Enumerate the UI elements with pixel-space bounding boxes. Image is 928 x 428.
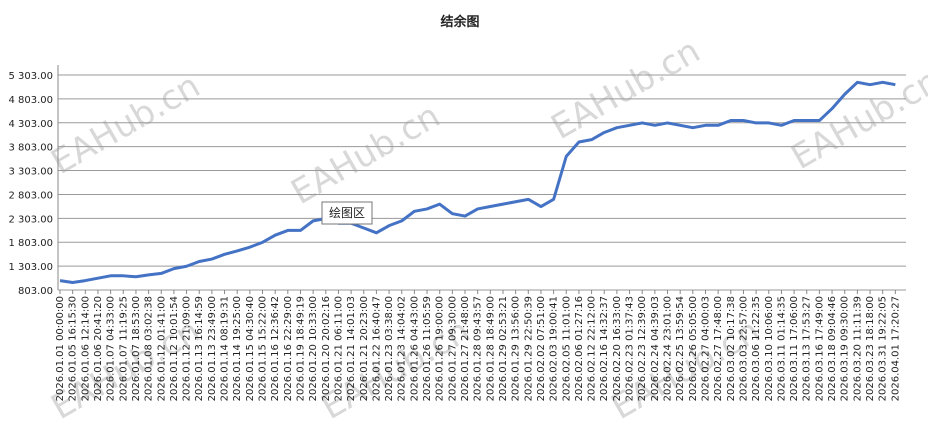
x-tick-label: 2026.01.07 18:53:00 (131, 296, 142, 401)
x-tick-label: 2026.01.21 06:11:00 (333, 296, 344, 401)
x-tick-label: 2026.02.27 04:00:03 (700, 296, 711, 401)
x-tick-label: 2026.03.10 10:06:00 (764, 296, 775, 401)
x-tick-label: 2026.01.29 02:53:21 (498, 296, 509, 401)
x-tick-label: 2026.01.06 20:41:20 (93, 296, 104, 401)
x-tick-label: 2026.02.23 01:37:43 (625, 296, 636, 401)
x-tick-label: 2026.01.23 14:04:02 (397, 296, 408, 401)
x-tick-label: 2026.02.25 13:59:54 (675, 296, 686, 401)
tooltip: 绘图区 (329, 205, 365, 220)
x-tick-label: 2026.01.28 18:49:00 (485, 296, 496, 401)
x-tick-label: 2026.03.11 17:06:00 (789, 296, 800, 401)
x-tick-label: 2026.01.16 12:36:42 (270, 296, 281, 401)
x-tick-label: 2026.01.07 11:19:25 (118, 296, 129, 401)
x-tick-label: 2026.03.20 11:11:39 (852, 296, 863, 401)
x-tick-label: 2026.01.07 04:33:00 (106, 296, 117, 401)
chart-title: 结余图 (440, 14, 479, 30)
x-tick-label: 2026.01.26 19:00:00 (435, 296, 446, 401)
y-tick-label: 3 303.00 (8, 167, 53, 178)
x-tick-label: 2026.01.27 21:48:00 (460, 296, 471, 401)
x-tick-label: 2026.01.22 16:40:47 (371, 296, 382, 401)
x-tick-label: 2026.03.16 17:49:00 (814, 296, 825, 401)
x-tick-label: 2026.01.26 04:43:00 (409, 296, 420, 401)
y-tick-label: 803.00 (18, 286, 53, 297)
x-tick-label: 2026.01.13 16:14:59 (194, 296, 205, 401)
x-tick-label: 2026.02.24 04:39:03 (650, 296, 661, 401)
x-tick-label: 2026.02.23 12:39:00 (637, 296, 648, 401)
y-tick-label: 4 303.00 (8, 119, 53, 130)
x-tick-label: 2026.02.20 16:33:00 (612, 296, 623, 401)
x-tick-label: 2026.02.16 14:32:37 (599, 296, 610, 401)
x-tick-label: 2026.01.12 01:41:00 (156, 296, 167, 401)
x-tick-label: 2026.01.14 19:25:00 (232, 296, 243, 401)
x-tick-label: 2026.01.20 20:02:16 (321, 296, 332, 401)
x-tick-label: 2026.01.01 00:00:00 (55, 296, 66, 401)
x-tick-label: 2026.01.23 03:38:00 (384, 296, 395, 401)
x-tick-label: 2026.01.28 09:43:57 (473, 296, 484, 401)
x-tick-label: 2026.02.26 05:05:00 (688, 296, 699, 401)
x-tick-label: 2026.02.24 23:01:00 (663, 296, 674, 401)
x-tick-label: 2026.04.01 17:20:27 (890, 296, 901, 401)
x-tick-label: 2026.03.18 09:04:46 (827, 296, 838, 401)
x-tick-label: 2026.01.27 09:30:00 (447, 296, 458, 401)
x-tick-label: 2026.02.05 11:01:00 (561, 296, 572, 401)
x-tick-label: 2026.01.20 10:33:00 (308, 296, 319, 401)
x-tick-label: 2026.01.26 11:05:59 (422, 296, 433, 401)
x-tick-label: 2026.03.13 17:53:27 (802, 296, 813, 401)
x-tick-label: 2026.01.12 21:09:00 (182, 296, 193, 401)
x-tick-label: 2026.02.03 19:00:41 (549, 296, 560, 401)
x-tick-label: 2026.01.08 03:02:38 (144, 296, 155, 401)
x-tick-label: 2026.01.14 08:19:31 (220, 296, 231, 401)
y-tick-label: 2 803.00 (8, 190, 53, 201)
x-tick-label: 2026.03.23 18:18:00 (865, 296, 876, 401)
y-tick-label: 1 803.00 (8, 238, 53, 249)
x-tick-label: 2026.01.29 13:56:00 (511, 296, 522, 401)
x-tick-label: 2026.01.21 14:01:03 (346, 296, 357, 401)
x-tick-label: 2026.03.06 11:22:35 (751, 296, 762, 401)
x-tick-label: 2026.01.12 10:01:54 (169, 296, 180, 401)
x-tick-label: 2026.02.12 22:12:00 (587, 296, 598, 401)
balance-line (59, 80, 896, 284)
x-tick-label: 2026.03.11 01:14:35 (776, 296, 787, 401)
x-tick-label: 2026.02.02 07:51:00 (536, 296, 547, 401)
x-tick-label: 2026.03.19 09:30:00 (840, 296, 851, 401)
x-tick-label: 2026.02.06 01:27:16 (574, 296, 585, 401)
x-tick-label: 2026.01.06 12:14:00 (80, 296, 91, 401)
y-tick-label: 2 303.00 (8, 214, 53, 225)
x-tick-label: 2026.01.13 23:49:00 (207, 296, 218, 401)
x-tick-label: 2026.03.31 19:22:05 (878, 296, 889, 401)
tooltip-box (321, 201, 373, 225)
x-tick-label: 2026.02.27 17:48:00 (713, 296, 724, 401)
y-tick-label: 4 803.00 (8, 95, 53, 106)
x-tick-label: 2026.01.21 20:23:00 (359, 296, 370, 401)
x-tick-label: 2026.03.02 10:17:38 (726, 296, 737, 401)
x-tick-label: 2026.01.15 15:22:00 (258, 296, 269, 401)
y-tick-label: 5 303.00 (8, 71, 53, 82)
x-tick-label: 2026.03.03 22:57:00 (738, 296, 749, 401)
x-tick-label: 2026.01.15 04:30:40 (245, 296, 256, 401)
y-tick-label: 3 803.00 (8, 143, 53, 154)
y-tick-label: 1 303.00 (8, 262, 53, 273)
x-tick-label: 2026.01.19 18:49:19 (295, 296, 306, 401)
x-tick-label: 2026.01.05 16:15:30 (68, 296, 79, 401)
x-tick-label: 2026.01.16 22:29:00 (283, 296, 294, 401)
x-tick-label: 2026.01.29 22:50:39 (523, 296, 534, 401)
